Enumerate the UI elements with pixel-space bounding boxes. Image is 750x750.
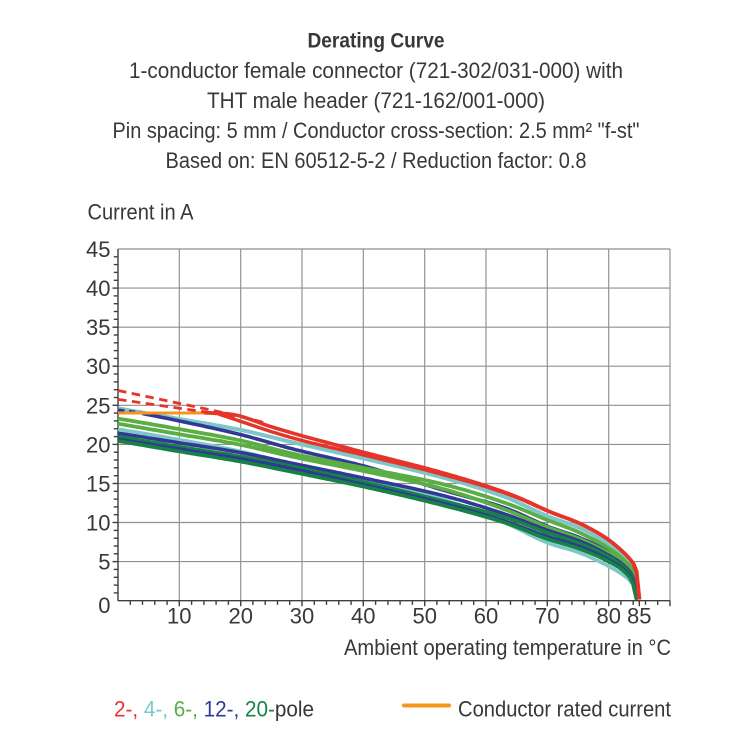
- svg-text:Ambient operating temperature: Ambient operating temperature in °C: [344, 635, 671, 660]
- svg-text:15: 15: [86, 472, 110, 497]
- svg-text:40: 40: [351, 604, 375, 629]
- svg-text:Based on: EN 60512-5-2 / Reduc: Based on: EN 60512-5-2 / Reduction facto…: [166, 148, 587, 173]
- svg-text:20: 20: [86, 432, 110, 457]
- svg-text:Derating Curve: Derating Curve: [308, 30, 445, 53]
- svg-text:2-, 4-, 6-, 12-, 20-pole: 2-, 4-, 6-, 12-, 20-pole: [114, 697, 314, 722]
- svg-text:35: 35: [86, 315, 110, 340]
- svg-text:Current in A: Current in A: [88, 200, 194, 225]
- svg-text:25: 25: [86, 393, 110, 418]
- svg-text:Conductor rated current: Conductor rated current: [458, 697, 671, 722]
- svg-text:20: 20: [228, 604, 252, 629]
- svg-text:30: 30: [290, 604, 314, 629]
- svg-text:50: 50: [412, 604, 436, 629]
- svg-text:45: 45: [86, 237, 110, 262]
- svg-text:30: 30: [86, 354, 110, 379]
- svg-text:10: 10: [86, 511, 110, 536]
- svg-text:70: 70: [535, 604, 559, 629]
- svg-text:1-conductor female connector (: 1-conductor female connector (721-302/03…: [129, 58, 623, 83]
- svg-text:0: 0: [98, 593, 110, 618]
- svg-text:10: 10: [167, 604, 191, 629]
- svg-text:60: 60: [474, 604, 498, 629]
- svg-text:THT male header (721-162/001-0: THT male header (721-162/001-000): [207, 88, 545, 113]
- svg-text:Pin spacing: 5 mm / Conductor: Pin spacing: 5 mm / Conductor cross-sect…: [113, 118, 640, 143]
- svg-text:80: 80: [596, 604, 620, 629]
- svg-text:40: 40: [86, 276, 110, 301]
- svg-text:85: 85: [627, 604, 651, 629]
- svg-text:5: 5: [98, 550, 110, 575]
